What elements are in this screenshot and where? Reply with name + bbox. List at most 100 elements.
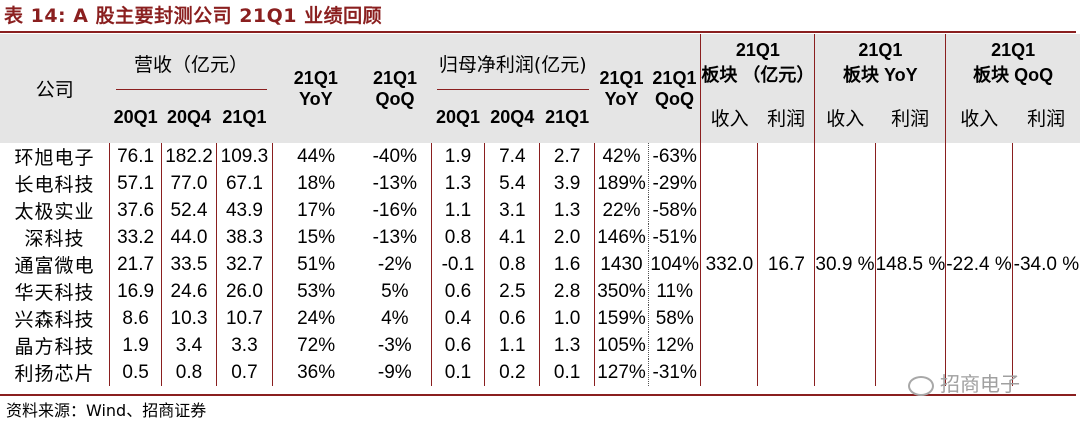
revenue-21q1: 109.3 [216,143,274,170]
revenue-yoy: 44% [297,145,336,167]
profit-qoq: 12% [648,332,702,359]
header-rev-21q1: 21Q1 [216,92,273,143]
title-rule [0,31,1076,33]
blk-yoy-h-line2: 板块 YoY [843,64,918,85]
company-name: 环旭电子 [0,143,111,170]
revenue-yoy: 51% [297,253,336,275]
watermark: 招商电子 [908,368,1020,397]
bottom-rule [0,394,1076,396]
profit-20q4: 0.8 [484,251,541,278]
profit-20q4: 2.5 [484,278,541,305]
revenue-20q4: 77.0 [161,170,217,197]
rev-qoq-h-line2: QoQ [375,88,415,109]
profit-20q4: 7.4 [484,143,541,170]
profit-20q4: 0.6 [484,305,541,332]
profit-21q1: 2.0 [539,224,595,251]
revenue-21q1: 0.7 [216,359,274,386]
rev-qoq-h-line1: 21Q1 [373,67,418,88]
block-qoq-profit: -34.0 % [1013,253,1080,275]
profit-yoy: 146% [593,224,649,251]
profit-qoq: -58% [648,197,702,224]
profit-21q1: 2.8 [539,278,595,305]
revenue-20q1: 57.1 [109,170,163,197]
block-yoy-income: 30.9 % [814,143,876,386]
revenue-yoy: 15% [297,226,336,248]
revenue-qoq: -13% [359,224,432,251]
header-block-yoy-income: 收入 [814,92,876,143]
blk-qoq-h-line1: 21Q1 [991,39,1036,60]
revenue-20q1: 0.5 [109,359,163,386]
profit-qoq: -29% [648,170,702,197]
profit-yoy: 127% [593,359,649,386]
profit-yoy: 105% [593,332,649,359]
profit-20q1: 0.6 [431,332,486,359]
company-name: 长电科技 [0,170,111,197]
revenue-yoy: 36% [297,361,336,383]
header-block-qoq: 21Q1 板块 QoQ [945,34,1080,92]
source-note: 资料来源：Wind、招商证券 [6,401,207,420]
header-block-amount: 21Q1 板块 （亿元） [700,34,815,92]
header-np-20q4: 20Q4 [484,92,540,143]
table-row: 通富微电 21.7 33.5 32.7 51% -2% -0.1 0.8 1.6 1430 104% [0,251,1080,278]
revenue-20q1: 16.9 [109,278,163,305]
header-np-yoy: 21Q1 YoY [594,34,649,143]
table-row: 环旭电子 76.1 182.2 109.3 44% -40% 1.9 7.4 2.7 42% -63… [0,143,1080,386]
header-profit-group: 归母净利润(亿元) [431,34,595,92]
revenue-qoq: -3% [359,332,432,359]
revenue-qoq: -40% [359,143,432,170]
revenue-20q4: 44.0 [161,224,217,251]
profit-20q1: 0.8 [431,224,486,251]
profit-21q1: 1.3 [539,332,595,359]
block-profit: 16.7 [757,143,816,386]
company-name: 利扬芯片 [0,359,111,386]
revenue-20q4: 33.5 [161,251,217,278]
revenue-yoy: 72% [297,334,336,356]
revenue-20q4: 182.2 [161,143,217,170]
table-row: 深科技 33.2 44.0 38.3 15% -13% 0.8 4.1 2.0 146% -51% [0,224,1080,251]
profit-20q1: 0.6 [431,278,486,305]
revenue-21q1: 10.7 [216,305,274,332]
table-row: 晶方科技 1.9 3.4 3.3 72% -3% 0.6 1.1 1.3 105% 12% [0,332,1080,359]
table-row: 长电科技 57.1 77.0 67.1 18% -13% 1.3 5.4 3.9 189% -29% [0,170,1080,197]
profit-qoq: 58% [648,305,702,332]
header-revenue-group: 营收（亿元） [109,34,273,92]
company-name: 华天科技 [0,278,111,305]
profit-21q1: 1.6 [539,251,595,278]
header-rev-qoq: 21Q1 QoQ [359,34,432,143]
wechat-icon [908,375,934,396]
header-block-amount-income: 收入 [700,92,758,143]
profit-qoq: -31% [648,359,702,386]
revenue-21q1: 3.3 [216,332,274,359]
header-np-20q1: 20Q1 [431,92,485,143]
profit-20q4: 4.1 [484,224,541,251]
header-block-yoy: 21Q1 板块 YoY [814,34,946,92]
revenue-20q1: 37.6 [109,197,163,224]
revenue-21q1: 26.0 [216,278,274,305]
header-block-qoq-income: 收入 [945,92,1013,143]
profit-yoy: 22% [593,197,649,224]
revenue-20q4: 0.8 [161,359,217,386]
revenue-qoq: -16% [359,197,432,224]
profit-20q4: 1.1 [484,332,541,359]
revenue-21q1: 67.1 [216,170,274,197]
profit-21q1: 2.7 [539,143,595,170]
rev-yoy-h-line1: 21Q1 [293,67,338,88]
company-name: 深科技 [0,224,111,251]
revenue-yoy: 17% [297,199,336,221]
np-qoq-h-line2: QoQ [654,88,694,109]
revenue-20q1: 76.1 [109,143,163,170]
header-block-qoq-profit: 利润 [1012,92,1080,143]
revenue-21q1: 43.9 [216,197,274,224]
table-title: 表 14: A 股主要封测公司 21Q1 业绩回顾 [4,5,383,27]
revenue-21q1: 38.3 [216,224,274,251]
block-yoy-profit: 148.5 % [875,143,947,386]
revenue-qoq: 5% [359,278,432,305]
profit-21q1: 3.9 [539,170,595,197]
profit-qoq: -63% [648,143,702,170]
blk-amt-h-line2: 板块 （亿元） [701,64,815,85]
profit-yoy: 1430 [593,251,649,278]
revenue-20q4: 10.3 [161,305,217,332]
profit-qoq: -51% [648,224,702,251]
profit-yoy: 189% [593,170,649,197]
header-company: 公司 [0,34,110,143]
